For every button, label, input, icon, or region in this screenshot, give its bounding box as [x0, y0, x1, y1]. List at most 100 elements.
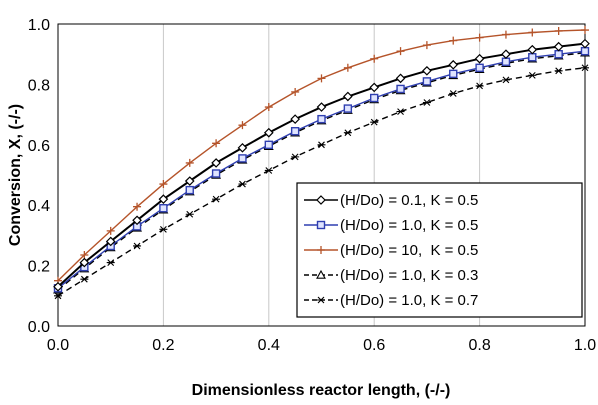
series-3	[54, 26, 589, 285]
series-5	[54, 64, 589, 300]
data-point	[53, 281, 63, 292]
data-point	[291, 87, 300, 96]
data-point	[132, 215, 142, 226]
y-tick-label: 0.6	[28, 138, 50, 155]
data-point	[554, 50, 563, 59]
data-point	[133, 202, 142, 211]
legend-label: (H/Do) = 1.0, K = 0.7	[340, 292, 478, 309]
data-point	[422, 99, 431, 106]
y-tick-label: 1.0	[28, 17, 50, 34]
legend-label: (H/Do) = 0.1, K = 0.5	[340, 192, 478, 209]
legend-label: (H/Do) = 10, K = 0.5	[340, 242, 478, 259]
data-point	[80, 275, 89, 283]
data-point	[449, 90, 458, 97]
data-point	[501, 30, 510, 39]
data-point	[158, 194, 169, 205]
data-point	[501, 57, 511, 66]
data-point	[264, 167, 273, 174]
y-tick-label: 0.8	[28, 77, 50, 94]
data-point	[79, 257, 90, 268]
data-point	[369, 82, 380, 93]
legend-label: (H/Do) = 1.0, K = 0.5	[340, 217, 478, 234]
legend: (H/Do) = 0.1, K = 0.5 (H/Do) = 1.0, K = 0…	[296, 182, 583, 318]
legend-swatch-marker	[316, 220, 326, 230]
data-point	[185, 158, 194, 167]
data-point	[448, 59, 459, 70]
series-layer	[53, 26, 590, 300]
data-point	[212, 139, 221, 148]
data-point	[343, 104, 353, 113]
data-point	[370, 54, 379, 63]
y-axis-title: Conversion, X, (-/-)	[7, 104, 24, 246]
data-point	[184, 176, 195, 186]
data-point	[474, 53, 485, 64]
data-point	[159, 225, 168, 233]
data-point	[501, 49, 511, 60]
data-point	[106, 226, 115, 235]
y-tick-labels: 0.0 0.2 0.4 0.6 0.8 1.0	[28, 17, 50, 336]
data-point	[133, 242, 142, 250]
data-point	[211, 169, 221, 178]
y-tick-label: 0.4	[28, 198, 50, 215]
data-point	[316, 102, 327, 112]
data-point	[343, 129, 352, 137]
x-tick-label: 1.0	[574, 337, 596, 354]
legend-swatch-marker	[317, 246, 325, 254]
data-point	[105, 236, 116, 247]
x-tick-label: 0.4	[258, 337, 280, 354]
data-point	[422, 77, 432, 86]
data-point	[291, 153, 300, 161]
data-point	[370, 118, 379, 126]
legend-swatch-marker	[317, 296, 325, 304]
data-point	[317, 114, 326, 124]
data-point	[422, 65, 432, 76]
x-tick-labels: 0.0 0.2 0.4 0.6 0.8 1.0	[47, 337, 596, 354]
x-tick-label: 0.0	[47, 337, 69, 354]
data-point	[211, 158, 221, 168]
y-tick-label: 0.2	[28, 259, 50, 276]
data-point	[212, 195, 221, 203]
data-point	[554, 26, 563, 35]
data-point	[185, 210, 194, 218]
data-point	[528, 28, 537, 37]
data-point	[581, 26, 589, 35]
x-axis-title: Dimensionless reactor length, (-/-)	[192, 382, 451, 399]
legend-box	[296, 182, 583, 318]
data-point	[317, 74, 326, 83]
legend-label: (H/Do) = 1.0, K = 0.3	[340, 267, 478, 284]
data-point	[475, 33, 484, 42]
data-point	[449, 69, 458, 79]
y-tick-label: 0.0	[28, 319, 50, 336]
x-tick-label: 0.6	[363, 337, 385, 354]
data-point	[449, 36, 458, 45]
data-point	[238, 121, 247, 130]
data-point	[317, 141, 326, 149]
data-point	[343, 63, 352, 72]
x-tick-label: 0.2	[152, 337, 174, 354]
plot-area-border	[57, 23, 586, 327]
data-point	[396, 84, 405, 94]
data-point	[185, 185, 194, 195]
data-point	[238, 154, 247, 163]
data-point	[264, 103, 273, 112]
data-point	[106, 259, 115, 266]
data-point	[554, 67, 563, 75]
data-point	[528, 53, 537, 62]
data-point	[264, 140, 273, 150]
legend-swatch-marker	[316, 195, 326, 205]
data-point	[396, 108, 405, 115]
data-point	[528, 71, 537, 79]
data-point	[290, 127, 300, 136]
data-point	[80, 251, 89, 260]
data-point	[263, 127, 274, 138]
data-point	[343, 91, 353, 102]
data-point	[237, 142, 248, 153]
data-point	[159, 204, 168, 213]
data-point	[396, 47, 405, 56]
data-point	[54, 292, 62, 300]
legend-swatch-marker	[316, 269, 326, 279]
series-1	[53, 38, 590, 292]
data-point	[475, 82, 484, 90]
data-point	[290, 114, 300, 124]
